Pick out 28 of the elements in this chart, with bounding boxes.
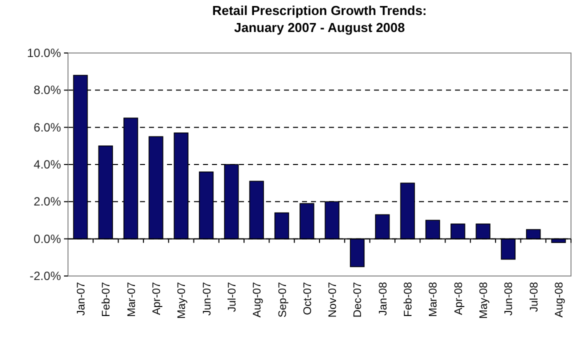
x-tick-label: Jun-07 xyxy=(201,282,214,316)
x-tick-label: May-07 xyxy=(176,282,188,319)
chart-title: Retail Prescription Growth Trends: January 2007 - August 2008 xyxy=(212,3,427,35)
y-tick-label: 2.0% xyxy=(34,194,62,209)
y-tick-label: 4.0% xyxy=(34,158,62,172)
x-tick-label: Feb-08 xyxy=(402,282,415,317)
y-tick-label: -2.0% xyxy=(30,269,62,283)
x-tick-label: Aug-08 xyxy=(554,282,566,318)
x-tick-label: Feb-07 xyxy=(100,282,113,317)
x-tick-label: Oct-07 xyxy=(302,282,314,316)
y-tick-label: 10.0% xyxy=(26,46,62,60)
y-tick-label: 8.0% xyxy=(34,83,62,98)
x-tick-label: Mar-08 xyxy=(428,282,440,317)
x-tick-label: Jan-07 xyxy=(75,282,88,316)
x-tick-label: Jan-08 xyxy=(377,282,390,316)
x-tick-label: Nov-07 xyxy=(327,282,340,318)
x-tick-label: Aug-07 xyxy=(252,282,264,318)
y-tick-label: 6.0% xyxy=(34,120,62,134)
x-tick-label: Dec-07 xyxy=(352,282,364,318)
x-tick-label: May-08 xyxy=(478,282,490,319)
x-tick-label: Jun-08 xyxy=(503,282,516,316)
x-tick-label: Sep-07 xyxy=(276,282,289,318)
x-tick-label: Apr-08 xyxy=(452,282,465,316)
y-tick-label: 0.0% xyxy=(34,232,62,246)
x-tick-label: Apr-07 xyxy=(150,282,163,316)
x-tick-label: Jul-07 xyxy=(226,282,238,312)
x-tick-label: Mar-07 xyxy=(126,282,138,317)
x-tick-label: Jul-08 xyxy=(528,282,540,312)
